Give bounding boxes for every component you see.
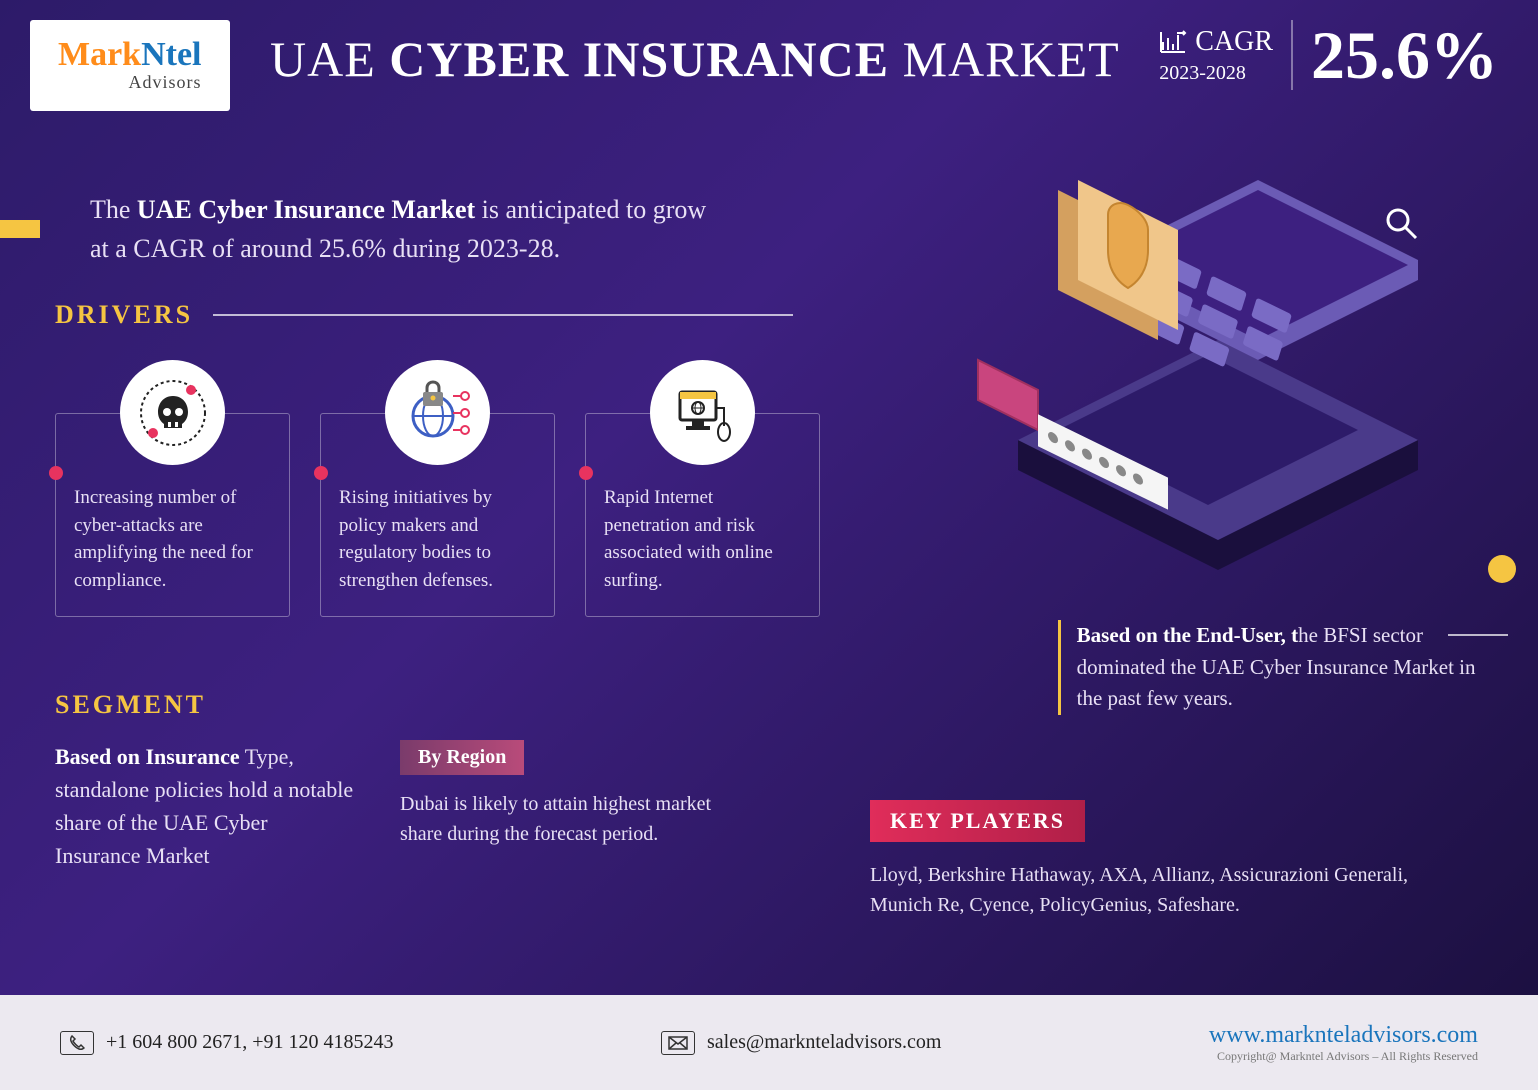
enduser-bar	[1058, 620, 1061, 715]
driver-icon-wrap	[385, 360, 490, 465]
driver-card: Increasing number of cyber-attacks are a…	[55, 360, 290, 617]
footer-email-block: sales@marknteladvisors.com	[661, 1031, 941, 1055]
accent-dot	[1488, 555, 1516, 583]
enduser-bold: Based on the End-User, t	[1077, 623, 1299, 647]
enduser-block: Based on the End-User, the BFSI sector d…	[1058, 620, 1478, 715]
keyplayers-text: Lloyd, Berkshire Hathaway, AXA, Allianz,…	[870, 860, 1450, 920]
driver-icon-wrap	[120, 360, 225, 465]
email-icon	[661, 1031, 695, 1055]
driver-text: Rising initiatives by policy makers and …	[339, 487, 493, 591]
footer-phone-block: +1 604 800 2671, +91 120 4185243	[60, 1031, 394, 1055]
driver-text: Increasing number of cyber-attacks are a…	[74, 487, 253, 591]
title-pre: UAE	[270, 31, 389, 87]
drivers-row: Increasing number of cyber-attacks are a…	[55, 360, 820, 617]
segment-heading: SEGMENT	[55, 690, 206, 720]
intro-text: The UAE Cyber Insurance Market is antici…	[90, 190, 730, 268]
keyplayers-label: KEY PLAYERS	[870, 800, 1085, 842]
driver-card: Rising initiatives by policy makers and …	[320, 360, 555, 617]
cagr-divider	[1291, 20, 1293, 90]
driver-text: Rapid Internet penetration and risk asso…	[604, 487, 773, 591]
phone-icon	[60, 1031, 94, 1055]
chart-icon	[1159, 30, 1187, 54]
footer-email: sales@marknteladvisors.com	[707, 1031, 941, 1054]
page-title: UAE CYBER INSURANCE MARKET	[270, 30, 1120, 88]
footer-website: www.marknteladvisors.com	[1209, 1022, 1478, 1049]
driver-card: Rapid Internet penetration and risk asso…	[585, 360, 820, 617]
globe-lock-icon	[403, 378, 473, 448]
region-label: By Region	[400, 740, 524, 775]
computer-icon	[668, 378, 738, 448]
cagr-left: CAGR 2023-2028	[1159, 26, 1273, 85]
intro-bold: UAE Cyber Insurance Market	[137, 195, 475, 224]
keyplayers-block: KEY PLAYERS Lloyd, Berkshire Hathaway, A…	[870, 800, 1450, 920]
footer: +1 604 800 2671, +91 120 4185243 sales@m…	[0, 995, 1538, 1090]
footer-right: www.marknteladvisors.com Copyright@ Mark…	[1209, 1022, 1478, 1064]
cagr-block: CAGR 2023-2028 25.6%	[1159, 20, 1498, 90]
segment-insurance: Based on Insurance Type, standalone poli…	[55, 740, 355, 872]
driver-icon-wrap	[650, 360, 755, 465]
enduser-text-wrap: Based on the End-User, the BFSI sector d…	[1077, 620, 1478, 715]
drivers-heading: DRIVERS	[55, 300, 793, 330]
cagr-label: CAGR	[1195, 26, 1273, 58]
driver-dot	[49, 466, 63, 480]
hero-illustration	[938, 130, 1498, 570]
drivers-line	[213, 314, 793, 316]
region-text: Dubai is likely to attain highest market…	[400, 789, 740, 849]
cagr-value: 25.6%	[1311, 21, 1498, 89]
logo-subtitle: Advisors	[58, 72, 202, 93]
intro-pre: The	[90, 195, 137, 224]
logo-part1: Mark	[58, 36, 141, 73]
segment-insurance-bold: Based on Insurance	[55, 744, 240, 769]
footer-phone: +1 604 800 2671, +91 120 4185243	[106, 1031, 394, 1054]
cagr-years: 2023-2028	[1159, 62, 1273, 85]
footer-copyright: Copyright@ Markntel Advisors – All Right…	[1209, 1049, 1478, 1064]
region-block: By Region Dubai is likely to attain high…	[400, 740, 740, 849]
title-bold: CYBER INSURANCE	[389, 31, 889, 87]
logo-box: MarkNtel Advisors	[30, 20, 230, 111]
logo-wordmark: MarkNtel	[58, 38, 202, 72]
title-post: MARKET	[889, 31, 1120, 87]
cagr-label-row: CAGR	[1159, 26, 1273, 58]
logo-part2: Ntel	[141, 36, 201, 73]
driver-dot	[579, 466, 593, 480]
drivers-label: DRIVERS	[55, 300, 193, 330]
skull-icon	[138, 378, 208, 448]
accent-bar	[0, 220, 40, 238]
driver-dot	[314, 466, 328, 480]
